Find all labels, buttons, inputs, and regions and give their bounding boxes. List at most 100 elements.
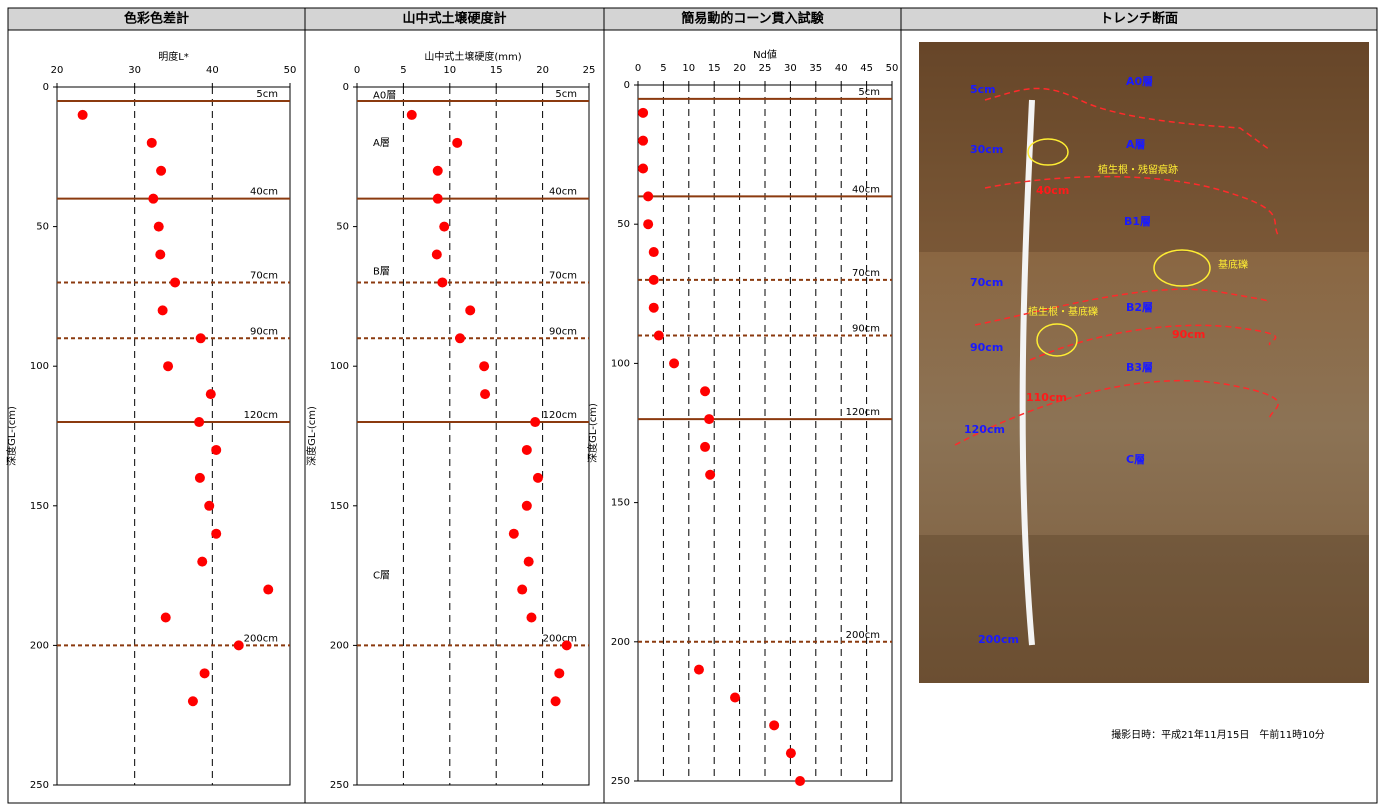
point — [730, 692, 740, 702]
point — [206, 389, 216, 399]
note: 基底礫 — [1218, 258, 1248, 271]
point — [795, 776, 805, 786]
y-tick-label: 0 — [43, 82, 49, 93]
depth-line-label: 90cm — [250, 326, 278, 337]
y-axis-label: 深度GL-(cm) — [586, 403, 599, 463]
point — [638, 108, 648, 118]
chart-title: 山中式土壌硬度計 — [402, 11, 506, 27]
x-axis-label: 明度L* — [158, 50, 189, 63]
point — [194, 417, 204, 427]
depth-line-label: 5cm — [858, 87, 880, 98]
x-tick-label: 25 — [583, 65, 596, 76]
point — [170, 277, 180, 287]
point — [669, 358, 679, 368]
point — [643, 219, 653, 229]
y-tick-label: 100 — [611, 358, 630, 369]
y-tick-label: 0 — [343, 82, 349, 93]
depth-line-label: 40cm — [852, 184, 880, 195]
point — [432, 250, 442, 260]
x-tick-label: 5 — [660, 63, 666, 74]
point — [643, 191, 653, 201]
point — [433, 166, 443, 176]
point — [700, 386, 710, 396]
point — [517, 585, 527, 595]
depth-line-label: 90cm — [549, 326, 577, 337]
layer-label: A層 — [373, 137, 390, 149]
note: 植生根・基底礫 — [1028, 305, 1098, 318]
x-tick-label: 35 — [809, 63, 822, 74]
x-tick-label: 45 — [860, 63, 873, 74]
x-tick-label: 20 — [536, 65, 549, 76]
trench-photo: 5cm30cm70cm90cm120cm200cmA0層A層B1層B2層B3層C… — [919, 42, 1369, 683]
point — [562, 640, 572, 650]
point — [452, 138, 462, 148]
point — [234, 640, 244, 650]
point — [147, 138, 157, 148]
point — [551, 696, 561, 706]
depth-line-label: 5cm — [256, 89, 278, 100]
depth-line-label: 200cm — [543, 633, 577, 644]
depth-line-label: 70cm — [250, 270, 278, 281]
layer-label: C層 — [373, 570, 390, 582]
point — [522, 445, 532, 455]
y-tick-label: 250 — [30, 780, 49, 791]
layer-label: B1層 — [1124, 215, 1151, 228]
point — [649, 303, 659, 313]
point — [204, 501, 214, 511]
point — [433, 194, 443, 204]
layer-label: B2層 — [1126, 301, 1153, 314]
y-tick-label: 50 — [336, 222, 349, 233]
x-axis-label: 山中式土壌硬度(mm) — [424, 50, 521, 63]
y-axis-label: 深度GL-(cm) — [5, 406, 18, 466]
x-tick-label: 0 — [635, 63, 641, 74]
x-tick-label: 15 — [490, 65, 503, 76]
depth-line-label: 200cm — [244, 633, 278, 644]
point — [554, 668, 564, 678]
depth-line-label: 70cm — [852, 268, 880, 279]
x-tick-label: 30 — [128, 65, 141, 76]
x-tick-label: 25 — [759, 63, 772, 74]
depth-line-label: 120cm — [846, 407, 880, 418]
point — [533, 473, 543, 483]
y-tick-label: 100 — [330, 361, 349, 372]
point — [211, 445, 221, 455]
point — [786, 748, 796, 758]
depth-line-label: 40cm — [250, 187, 278, 198]
y-tick-label: 200 — [330, 640, 349, 651]
layer-label: A0層 — [1126, 75, 1153, 88]
point — [649, 275, 659, 285]
point — [154, 222, 164, 232]
point — [638, 136, 648, 146]
depth-label: 70cm — [970, 276, 1003, 289]
depth-label: 200cm — [978, 633, 1019, 646]
depth-label: 120cm — [964, 423, 1005, 436]
x-tick-label: 40 — [206, 65, 219, 76]
point — [263, 585, 273, 595]
depth-line-label: 70cm — [549, 270, 577, 281]
y-tick-label: 250 — [611, 776, 630, 787]
y-tick-label: 0 — [624, 80, 630, 91]
point — [479, 361, 489, 371]
point — [480, 389, 490, 399]
x-tick-label: 20 — [51, 65, 64, 76]
point — [197, 557, 207, 567]
y-tick-label: 150 — [30, 501, 49, 512]
x-tick-label: 50 — [886, 63, 899, 74]
point — [196, 333, 206, 343]
x-axis-label: Nd値 — [753, 48, 777, 61]
page: 5cm30cm70cm90cm120cm200cmA0層A層B1層B2層B3層C… — [0, 0, 1380, 811]
depth-line-label: 90cm — [852, 324, 880, 335]
point — [455, 333, 465, 343]
depth-label: 30cm — [970, 143, 1003, 156]
point — [148, 194, 158, 204]
point — [188, 696, 198, 706]
point — [769, 720, 779, 730]
y-tick-label: 50 — [617, 219, 630, 230]
y-tick-label: 150 — [611, 498, 630, 509]
point — [522, 501, 532, 511]
depth-line-label: 5cm — [555, 89, 577, 100]
point — [705, 470, 715, 480]
x-tick-label: 20 — [733, 63, 746, 74]
point — [200, 668, 210, 678]
x-tick-label: 50 — [284, 65, 297, 76]
